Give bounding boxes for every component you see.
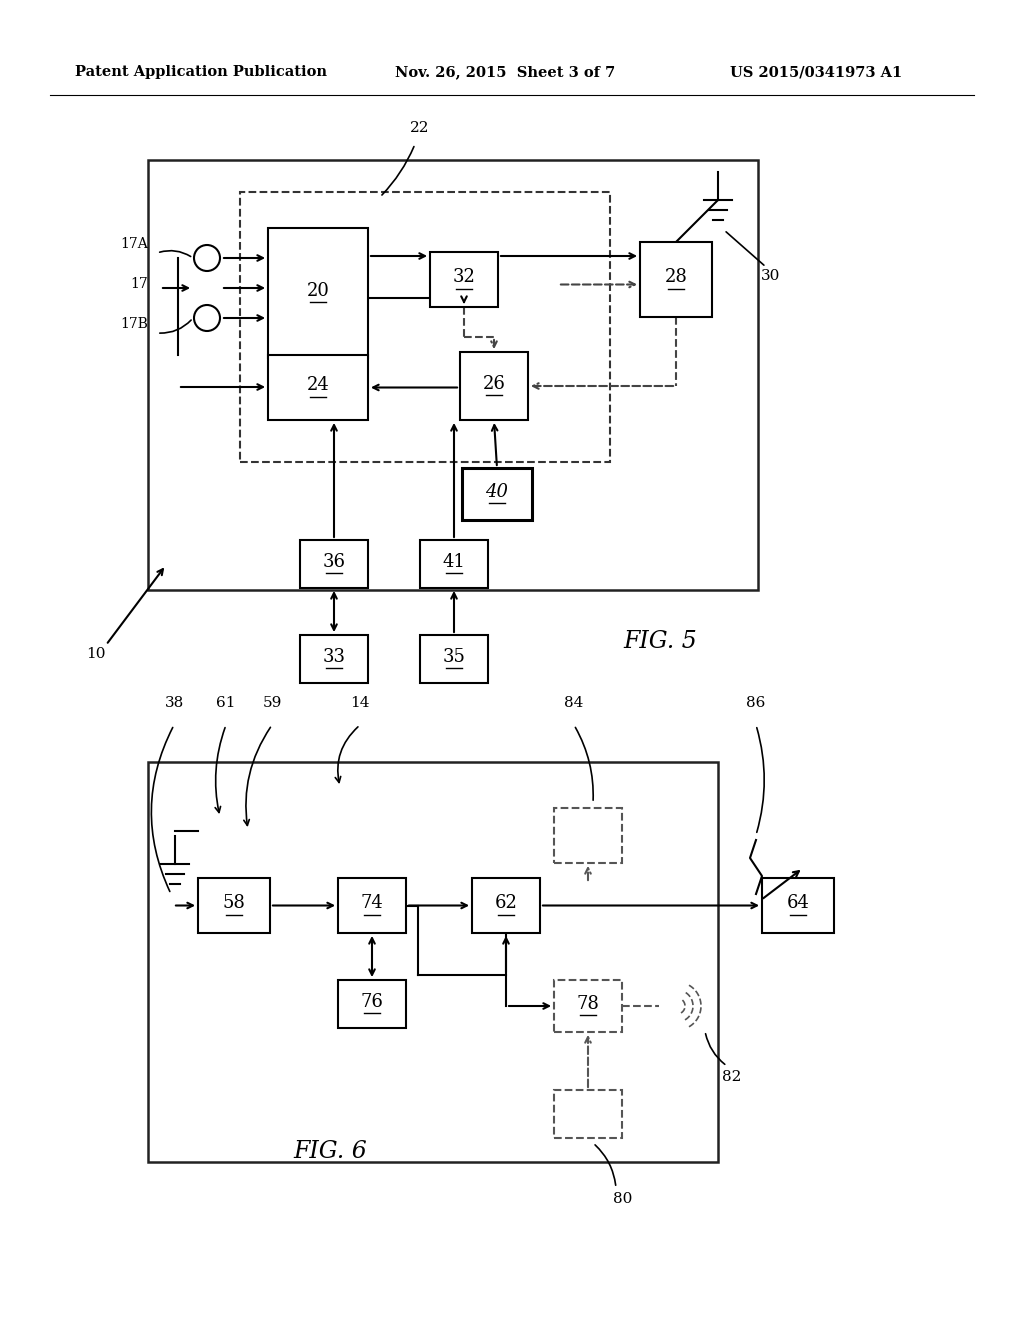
Bar [338, 878, 406, 933]
Bar [420, 635, 488, 682]
Bar [268, 355, 368, 420]
Text: 74: 74 [360, 895, 383, 912]
Text: Patent Application Publication: Patent Application Publication [75, 65, 327, 79]
Text: 33: 33 [323, 648, 345, 667]
Bar [472, 878, 540, 933]
Text: US 2015/0341973 A1: US 2015/0341973 A1 [730, 65, 902, 79]
Bar [338, 979, 406, 1028]
Text: 86: 86 [746, 696, 766, 710]
Text: 35: 35 [442, 648, 466, 667]
Text: 24: 24 [306, 376, 330, 395]
Bar [240, 191, 610, 462]
Text: 17: 17 [130, 277, 148, 290]
Text: 61: 61 [216, 696, 236, 710]
Text: 80: 80 [613, 1192, 633, 1206]
Text: 17B: 17B [120, 317, 148, 331]
Bar [300, 540, 368, 587]
Bar [148, 762, 718, 1162]
Text: 32: 32 [453, 268, 475, 286]
Bar [148, 160, 758, 590]
Text: 40: 40 [485, 483, 509, 502]
Bar [268, 228, 368, 358]
Text: 64: 64 [786, 895, 809, 912]
Text: 82: 82 [722, 1071, 741, 1084]
Bar [762, 878, 834, 933]
Text: 36: 36 [323, 553, 345, 572]
Text: Nov. 26, 2015  Sheet 3 of 7: Nov. 26, 2015 Sheet 3 of 7 [395, 65, 615, 79]
Text: 30: 30 [761, 269, 780, 282]
Text: 20: 20 [306, 282, 330, 300]
Text: 17A: 17A [120, 238, 148, 251]
Text: 28: 28 [665, 268, 687, 286]
Bar [198, 878, 270, 933]
Text: FIG. 6: FIG. 6 [293, 1140, 367, 1163]
Text: 41: 41 [442, 553, 466, 572]
Circle shape [194, 305, 220, 331]
Text: 10: 10 [86, 647, 105, 661]
Bar [640, 242, 712, 317]
Bar [554, 808, 622, 863]
Bar [554, 1090, 622, 1138]
Bar [420, 540, 488, 587]
Text: 22: 22 [411, 121, 430, 135]
Text: 78: 78 [577, 995, 599, 1012]
Text: FIG. 5: FIG. 5 [624, 630, 697, 653]
Text: 84: 84 [564, 696, 584, 710]
Text: 76: 76 [360, 993, 383, 1011]
Circle shape [194, 246, 220, 271]
Text: 14: 14 [350, 696, 370, 710]
Text: 62: 62 [495, 895, 517, 912]
Bar [460, 352, 528, 420]
Text: 26: 26 [482, 375, 506, 393]
Text: 58: 58 [222, 895, 246, 912]
Text: 59: 59 [262, 696, 282, 710]
Bar [430, 252, 498, 308]
Bar [462, 469, 532, 520]
Text: 38: 38 [165, 696, 183, 710]
Bar [554, 979, 622, 1032]
Bar [300, 635, 368, 682]
